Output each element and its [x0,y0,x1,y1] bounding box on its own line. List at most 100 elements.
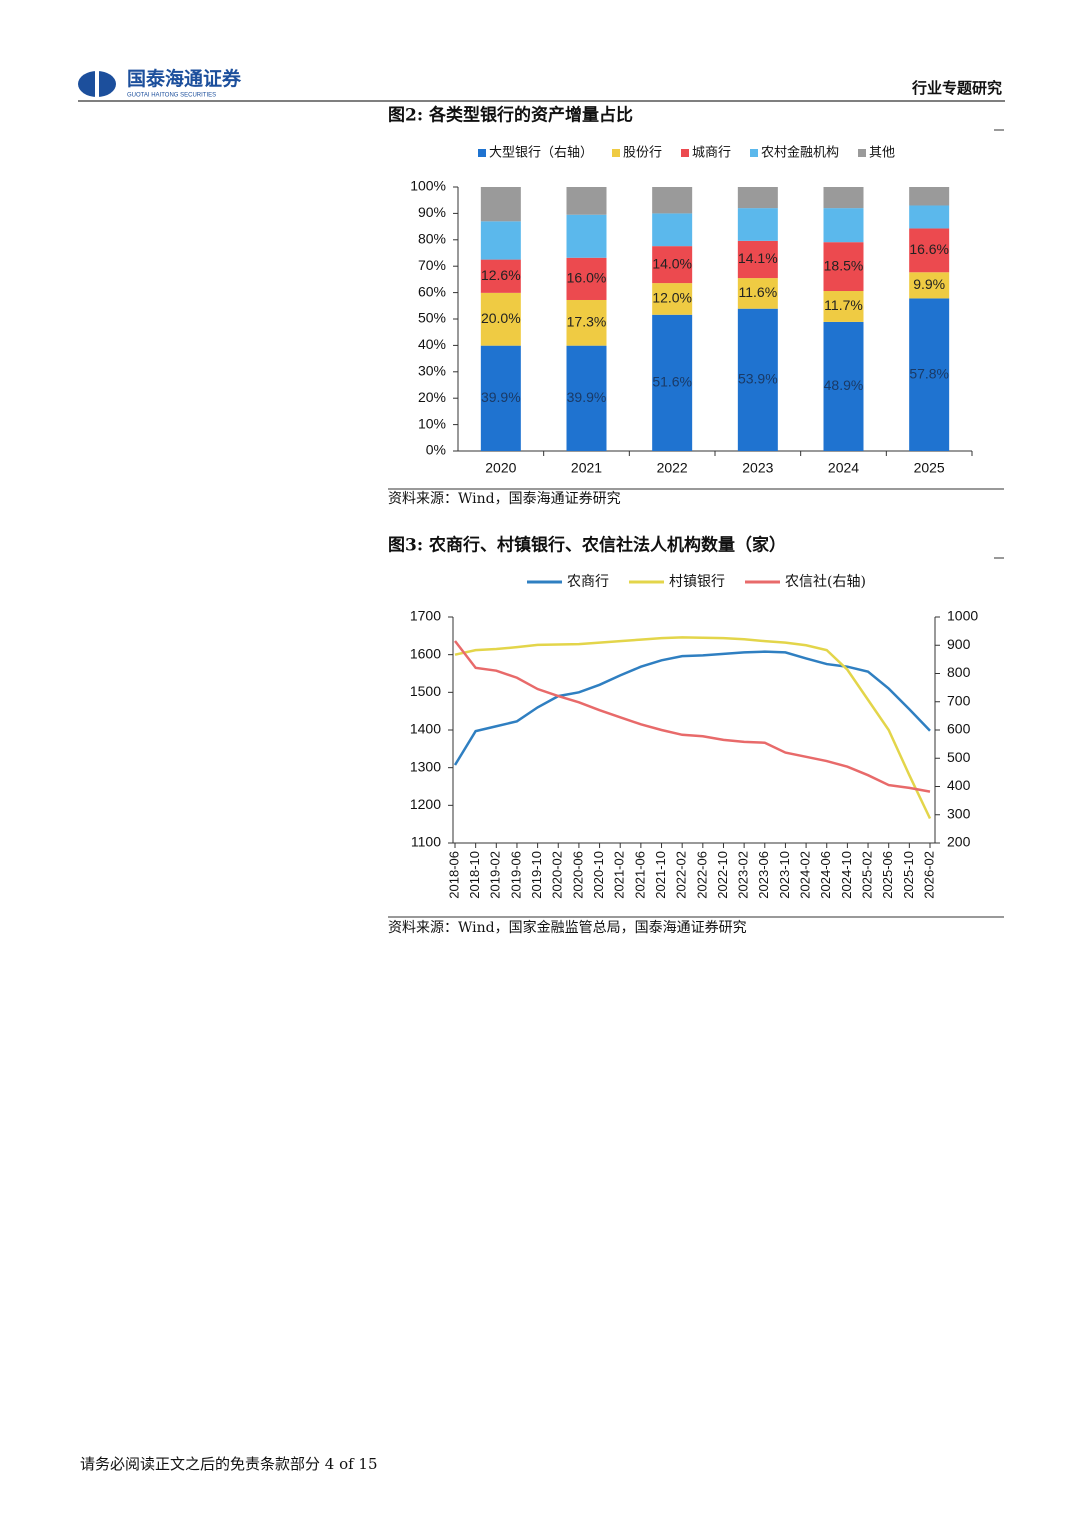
y-tick-label: 30% [418,363,446,379]
bar-segment [480,221,521,260]
bar-segment [823,242,864,292]
legend-swatch [478,149,486,157]
data-label: 14.1% [738,250,778,266]
y-tick-label: 1100 [411,834,441,850]
bar-segment [566,214,607,258]
x-tick-label: 2025 [914,460,945,476]
y-tick-label: 100% [410,178,446,194]
bar-segment [652,314,693,451]
data-label: 39.9% [567,389,607,405]
x-tick-label: 2020 [485,460,516,476]
y-tick-label: 50% [418,310,446,326]
bar-segment [823,187,864,209]
bar-segment [652,213,693,247]
series-line [454,636,932,820]
y-tick-label: 1300 [410,758,441,774]
bar-segment [566,187,607,215]
company-name: 国泰海通证券 [127,67,242,90]
x-tick-label: 2024-10 [839,851,854,899]
x-tick-label: 2019-02 [488,851,503,899]
figure-title: 图2: 各类型银行的资产增量占比 [388,105,633,126]
x-tick-label: 2023-10 [777,851,792,899]
bar-segment [480,345,521,451]
y-tick-label: 0% [426,442,446,458]
y-tick-label: 400 [947,777,971,793]
x-tick-label: 2021-06 [632,851,647,899]
x-tick-label: 2022-02 [674,851,689,899]
bar-segment [909,205,950,229]
x-tick-label: 2025-02 [859,851,874,899]
bar-segment [823,208,864,243]
bar-segment [480,292,521,346]
legend-swatch [750,149,758,157]
x-tick-label: 2020-10 [591,851,606,899]
x-tick-label: 2021 [571,460,602,476]
x-tick-label: 2026-02 [921,851,936,899]
x-tick-label: 2025-10 [901,851,916,899]
x-tick-label: 2020-02 [550,851,565,899]
company-name-en: GUOTAI HAITONG SECURITIES [127,93,216,99]
data-label: 9.9% [913,276,945,292]
data-label: 11.7% [824,297,863,313]
bar-segment [480,259,521,293]
y-tick-label: 700 [947,692,971,708]
section-title: 行业专题研究 [911,79,1002,97]
y-tick-label: 1200 [410,796,441,812]
logo-slit [95,70,99,98]
bar-segment [909,187,950,206]
data-label: 14.0% [652,255,692,271]
x-tick-label: 2021-02 [612,851,627,899]
y-tick-label: 600 [947,721,971,737]
bar-segment [566,345,607,451]
data-label: 17.3% [567,314,607,330]
bar-segment [737,187,778,209]
data-label: 53.9% [738,371,778,387]
legend-swatch [612,149,620,157]
y-tick-label: 1400 [410,721,441,737]
data-label: 12.0% [652,290,692,306]
bar-segment [737,308,778,451]
bar-segment [566,257,607,300]
footer: 请务必阅读正文之后的免责条款部分 4 of 15 [80,1455,378,1473]
data-label: 20.0% [481,310,521,326]
y-tick-label: 800 [947,664,971,680]
x-tick-label: 2022-10 [715,851,730,899]
x-tick-label: 2024-02 [798,851,813,899]
bar-segment [737,240,778,279]
y-tick-label: 200 [947,834,971,850]
legend-label: 村镇银行 [669,574,725,590]
y-tick-label: 10% [418,415,446,431]
legend-swatch [681,149,689,157]
data-label: 11.6% [738,284,777,300]
bar-segment [480,187,521,222]
bar-segment [909,272,950,299]
x-tick-label: 2024-06 [818,851,833,899]
x-tick-label: 2018-06 [446,851,461,899]
y-tick-label: 500 [947,749,971,765]
figure-title: 图3: 农商行、村镇银行、农信社法人机构数量（家） [388,535,786,556]
x-tick-label: 2023-02 [736,851,751,899]
data-label: 51.6% [652,374,692,390]
x-tick-label: 2019-06 [508,851,523,899]
y-tick-label: 60% [418,283,446,299]
legend-swatch [858,149,866,157]
x-tick-label: 2021-10 [653,851,668,899]
y-tick-label: 20% [418,389,446,405]
data-label: 57.8% [909,365,949,381]
x-tick-label: 2019-10 [529,851,544,899]
legend-label: 农村金融机构 [761,145,839,161]
x-tick-label: 2022-06 [694,851,709,899]
legend-label: 农信社(右轴) [785,574,866,590]
y-tick-label: 900 [947,636,971,652]
legend-label: 城商行 [692,146,731,161]
x-tick-label: 2025-06 [880,851,895,899]
data-label: 39.9% [481,389,521,405]
x-tick-label: 2022 [657,460,688,476]
y-tick-label: 1500 [410,683,441,699]
y-tick-label: 90% [418,204,446,220]
series-line [454,640,931,793]
x-tick-label: 2024 [828,460,859,476]
bar-segment [909,298,950,451]
